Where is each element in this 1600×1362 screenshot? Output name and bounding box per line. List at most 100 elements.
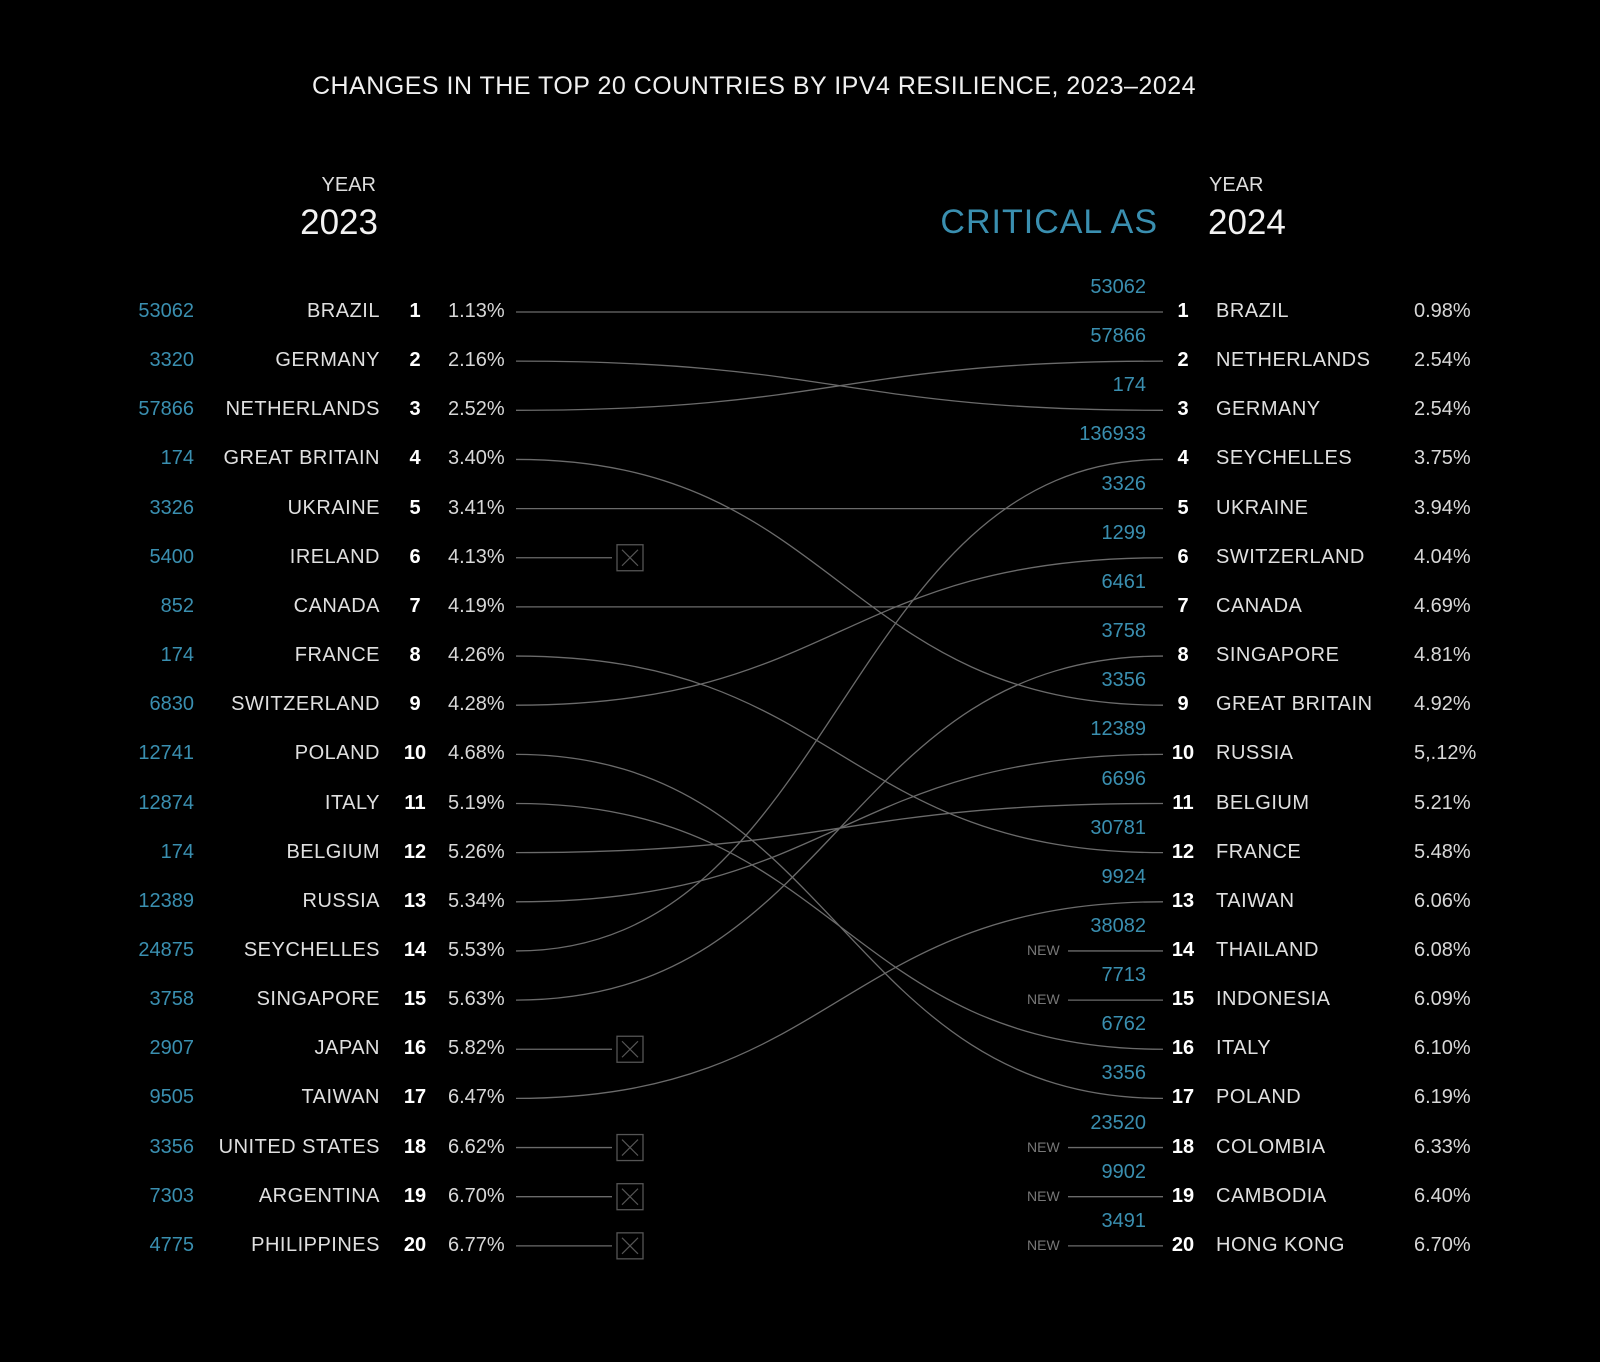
- rank-2023: 20: [403, 1233, 427, 1256]
- pct-2023: 4.28%: [448, 693, 505, 716]
- rank-2023: 1: [409, 300, 421, 322]
- as-2024: 3326: [1101, 472, 1147, 495]
- country-2024: CANADA: [1216, 594, 1303, 617]
- pct-2023: 5.63%: [448, 988, 505, 1011]
- as-2024: 7713: [1101, 964, 1147, 987]
- rank-2023: 16: [403, 1037, 427, 1060]
- rank-2023: 19: [403, 1184, 427, 1207]
- country-2024: UKRAINE: [1216, 496, 1309, 519]
- pct-2024: 6.40%: [1414, 1184, 1471, 1207]
- country-2024: GERMANY: [1216, 398, 1321, 421]
- country-2024: GREAT BRITAIN: [1216, 693, 1373, 716]
- country-2024: SINGAPORE: [1216, 644, 1340, 667]
- as-2024: 9902: [1101, 1160, 1147, 1183]
- pct-2024: 3.94%: [1414, 496, 1471, 519]
- pct-2024: 3.75%: [1414, 447, 1471, 470]
- pct-2024: 4.69%: [1414, 594, 1471, 617]
- rank-2023: 4: [409, 447, 421, 470]
- as-2023: 7303: [149, 1184, 195, 1207]
- country-2024: ITALY: [1216, 1037, 1272, 1060]
- dropped-box-icon: [616, 1133, 644, 1162]
- pct-2024: 5.21%: [1414, 791, 1471, 814]
- pct-2023: 5.82%: [448, 1037, 505, 1060]
- country-2024: CAMBODIA: [1216, 1184, 1327, 1207]
- pct-2023: 1.13%: [448, 300, 505, 322]
- country-2023: SINGAPORE: [256, 988, 380, 1011]
- pct-2024: 6.08%: [1414, 938, 1471, 961]
- as-2024: 3758: [1101, 620, 1147, 643]
- as-2024: 12389: [1090, 718, 1146, 741]
- rank-2024: 9: [1177, 693, 1189, 716]
- country-2023: GREAT BRITAIN: [223, 447, 380, 470]
- rank-2023: 2: [409, 349, 421, 372]
- pct-2023: 3.41%: [448, 496, 505, 519]
- as-2024: 57866: [1090, 325, 1146, 348]
- rank-change-line: [515, 655, 1164, 854]
- country-2024: RUSSIA: [1216, 742, 1294, 765]
- pct-2023: 6.62%: [448, 1135, 505, 1158]
- as-2023: 3326: [149, 496, 195, 519]
- pct-2024: 4.04%: [1414, 545, 1471, 568]
- rank-2024: 17: [1171, 1086, 1195, 1109]
- country-2024: INDONESIA: [1216, 988, 1331, 1011]
- country-2023: ITALY: [324, 791, 380, 814]
- chart-title: CHANGES IN THE TOP 20 COUNTRIES BY IPV4 …: [311, 72, 1197, 100]
- as-2023: 3320: [149, 349, 195, 372]
- rank-2024: 14: [1171, 938, 1195, 961]
- pct-2024: 4.81%: [1414, 644, 1471, 667]
- left-year: 2023: [300, 203, 378, 242]
- pct-2024: 6.19%: [1414, 1086, 1471, 1109]
- rank-change-line: [515, 458, 1164, 706]
- pct-2024: 5,.12%: [1414, 742, 1477, 765]
- pct-2023: 2.52%: [448, 398, 505, 421]
- as-2023: 3356: [149, 1135, 195, 1158]
- pct-2023: 4.13%: [448, 545, 505, 568]
- as-2024: 1299: [1101, 521, 1147, 544]
- country-2023: BELGIUM: [286, 840, 380, 863]
- rank-change-line: [515, 655, 1164, 1001]
- rank-2023: 18: [403, 1135, 427, 1158]
- pct-2023: 6.77%: [448, 1233, 505, 1256]
- right-year: 2024: [1208, 203, 1286, 242]
- rank-2024: 16: [1171, 1037, 1195, 1060]
- rank-change-line: [515, 458, 1164, 952]
- rank-change-line: [515, 360, 1164, 411]
- rank-2024: 8: [1177, 644, 1189, 667]
- as-2024: 3491: [1101, 1209, 1147, 1232]
- country-2024: BRAZIL: [1216, 300, 1290, 322]
- as-2023: 174: [160, 447, 194, 470]
- as-2024: 30781: [1090, 816, 1146, 839]
- rank-2023: 6: [409, 545, 421, 568]
- rank-2023: 10: [403, 742, 427, 765]
- country-2024: BELGIUM: [1216, 791, 1310, 814]
- country-2023: POLAND: [294, 742, 380, 765]
- country-2023: PHILIPPINES: [251, 1233, 380, 1256]
- dropped-x-icon: [621, 1188, 639, 1206]
- rank-2023: 17: [403, 1086, 427, 1109]
- rank-2024: 20: [1171, 1233, 1195, 1256]
- country-2023: RUSSIA: [302, 889, 380, 912]
- pct-2023: 5.34%: [448, 889, 505, 912]
- as-2024: 3356: [1101, 669, 1147, 692]
- rank-2023: 15: [403, 988, 427, 1011]
- right-year-label: YEAR: [1209, 174, 1264, 196]
- new-label: NEW: [1027, 1187, 1060, 1204]
- pct-2024: 6.70%: [1414, 1233, 1471, 1256]
- rank-2023: 11: [404, 791, 426, 814]
- country-2023: NETHERLANDS: [225, 398, 380, 421]
- pct-2024: 6.10%: [1414, 1037, 1471, 1060]
- country-2024: HONG KONG: [1216, 1233, 1345, 1256]
- as-2024: 9924: [1101, 865, 1147, 888]
- dropped-box-icon: [616, 1183, 644, 1211]
- dropped-box-icon: [616, 544, 644, 572]
- as-2024: 3356: [1101, 1062, 1147, 1085]
- dropped-box-icon: [616, 1035, 644, 1063]
- country-2023: SEYCHELLES: [243, 938, 380, 961]
- as-2024: 38082: [1090, 914, 1146, 937]
- country-2024: COLOMBIA: [1216, 1135, 1326, 1158]
- rank-2023: 14: [403, 938, 427, 961]
- pct-2024: 6.09%: [1414, 988, 1471, 1011]
- pct-2023: 5.19%: [448, 791, 505, 814]
- country-2024: TAIWAN: [1216, 889, 1295, 912]
